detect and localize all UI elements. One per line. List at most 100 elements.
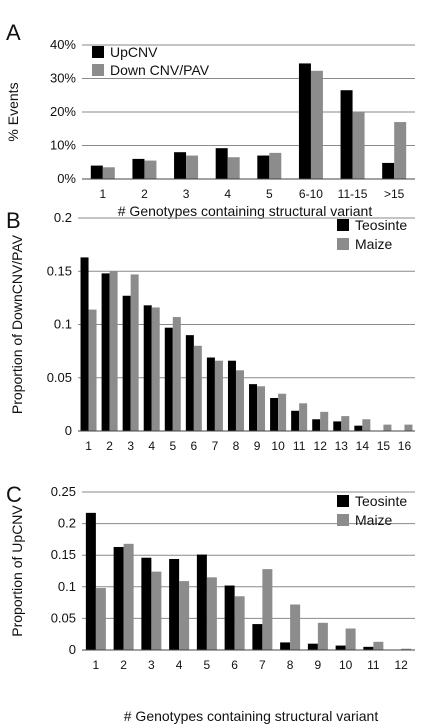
x-tick-label: 9	[254, 439, 261, 453]
bar-down-cnv-pav	[227, 157, 240, 179]
legend-swatch	[337, 238, 349, 250]
panel-a: A 0% 10% 20% 30% 40% 1 2 3 4 5 6-10 11-15 >15 % Event…	[5, 20, 415, 219]
x-tick-label: 3	[127, 439, 134, 453]
x-tick-label: 5	[169, 439, 176, 453]
panel-c: C 00.050.10.150.20.251 2 3 4 5 6 7 8 9 10 11 12Prop…	[6, 482, 415, 724]
bar-maize	[151, 571, 162, 650]
x-tick-label: 8	[287, 658, 294, 672]
bar-down-cnv-pav	[394, 122, 407, 179]
bar-teosinte	[252, 624, 263, 650]
x-tick-label: 2	[120, 658, 127, 672]
x-tick-label: 10	[271, 439, 285, 453]
y-axis-label: Proportion of DownCNV/PAV	[9, 234, 25, 414]
y-tick-label: 0.1	[54, 317, 72, 332]
legend: UpCNV Down CNV/PAV	[92, 44, 210, 78]
x-tick-label: >15	[384, 187, 405, 201]
bar-maize	[235, 370, 244, 431]
legend-label: UpCNV	[110, 44, 158, 60]
x-tick-label: 4	[176, 658, 183, 672]
bar-maize	[151, 307, 160, 431]
y-axis-label: % Events	[5, 82, 21, 141]
bar-teosinte	[101, 273, 110, 431]
legend-label: Teosinte	[355, 217, 407, 233]
x-tick-label: 5	[204, 658, 211, 672]
bar-maize	[373, 641, 384, 650]
y-tick-label: 0.2	[58, 516, 76, 531]
bar-maize	[109, 271, 118, 431]
panel-b: B 00.050.10.150.21 2 3 4 5 6 7 8 9 10 11 12 13 14 15 16…	[6, 208, 415, 453]
bar-upcnv	[174, 152, 187, 179]
bar-maize	[401, 648, 412, 650]
legend-label: Down CNV/PAV	[110, 62, 210, 78]
bar-teosinte	[224, 585, 235, 650]
x-tick-label: 4	[224, 187, 231, 201]
x-tick-label: 14	[356, 439, 370, 453]
x-tick-label: 11-15	[338, 187, 368, 201]
legend-swatch	[92, 46, 104, 58]
legend-label: Maize	[355, 512, 393, 528]
bar-maize	[341, 416, 350, 431]
bar-upcnv	[132, 158, 145, 179]
bar-maize	[362, 419, 371, 431]
panel-b-letter: B	[6, 208, 21, 233]
x-tick-label: 1	[93, 658, 100, 672]
bar-teosinte	[122, 295, 131, 431]
x-tick-label: 12	[394, 658, 408, 672]
bar-maize	[317, 622, 328, 650]
legend-label: Maize	[355, 236, 393, 252]
bar-maize	[88, 309, 97, 431]
legend: Teosinte Maize	[337, 493, 407, 528]
bar-upcnv	[298, 63, 311, 179]
y-axis-label: Proportion of UpCNV	[9, 505, 25, 637]
y-tick-label: 0.25	[51, 484, 76, 499]
x-tick-label: 6-10	[299, 187, 323, 201]
x-axis-label: # Genotypes containing structural varian…	[118, 203, 373, 219]
bar-teosinte	[312, 419, 321, 431]
bar-maize	[320, 411, 329, 431]
bar-teosinte	[143, 305, 152, 431]
bar-maize	[193, 345, 202, 431]
y-tick-label: 0	[69, 642, 76, 657]
x-tick-label: 10	[339, 658, 353, 672]
x-tick-label: 1	[85, 439, 92, 453]
x-tick-label: 2	[106, 439, 113, 453]
bar-teosinte	[280, 642, 291, 650]
x-tick-label: 16	[398, 439, 412, 453]
bar-maize	[234, 596, 245, 650]
bar-maize	[404, 424, 413, 431]
y-tick-label: 0.15	[51, 547, 76, 562]
x-tick-label: 7	[259, 658, 266, 672]
bar-maize	[130, 274, 139, 431]
bar-teosinte	[291, 410, 300, 431]
bar-maize	[214, 360, 223, 431]
x-tick-label: 13	[335, 439, 349, 453]
bar-down-cnv-pav	[144, 160, 157, 179]
x-tick-label: 6	[231, 658, 238, 672]
bar-teosinte	[354, 425, 363, 431]
x-tick-label: 7	[212, 439, 219, 453]
bar-teosinte	[270, 397, 279, 431]
bar-teosinte	[206, 357, 215, 431]
bar-maize	[172, 317, 181, 431]
legend-swatch	[337, 495, 349, 507]
x-tick-label: 12	[314, 439, 328, 453]
bar-upcnv	[257, 155, 270, 179]
x-tick-label: 1	[99, 187, 106, 201]
bar-teosinte	[141, 557, 152, 650]
legend: Teosinte Maize	[337, 217, 407, 252]
panel-a-letter: A	[6, 20, 21, 45]
x-tick-label: 11	[367, 658, 380, 672]
bar-teosinte	[249, 384, 258, 431]
x-tick-label: 2	[141, 187, 148, 201]
legend-swatch	[92, 64, 104, 76]
x-tick-label: 8	[233, 439, 240, 453]
y-tick-label: 30%	[50, 71, 76, 86]
x-tick-label: 9	[315, 658, 322, 672]
bar-maize	[123, 543, 134, 650]
bar-teosinte	[169, 558, 180, 650]
bar-down-cnv-pav	[352, 112, 365, 179]
bar-teosinte	[227, 360, 236, 431]
legend-label: Teosinte	[355, 493, 407, 509]
y-tick-label: 10%	[50, 138, 76, 153]
bar-maize	[179, 581, 190, 650]
